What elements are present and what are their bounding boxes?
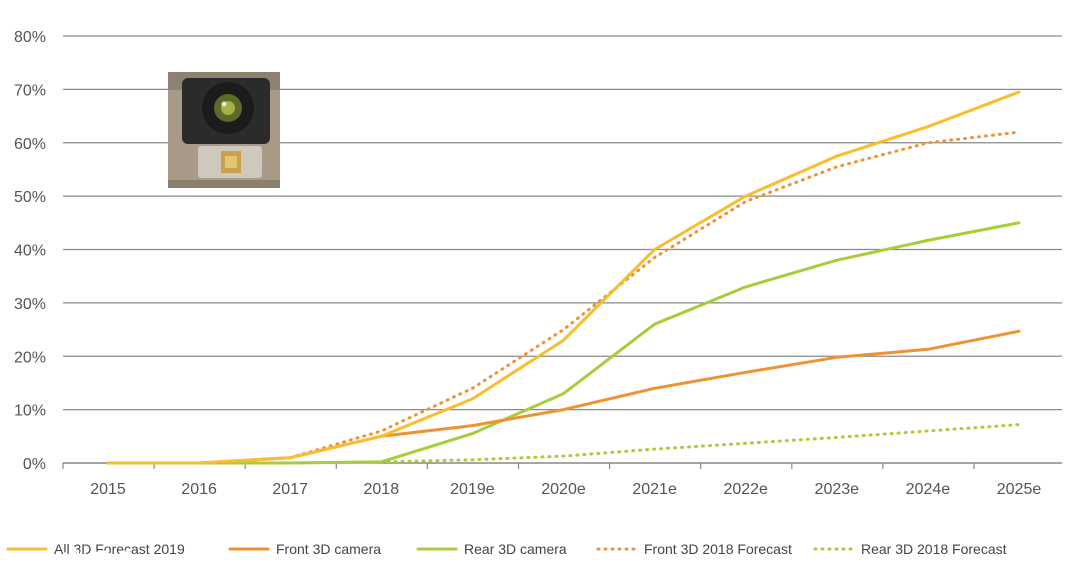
x-tick-label: 2023e <box>815 481 860 498</box>
y-tick-label: 50% <box>14 189 46 206</box>
x-tick-label: 2019e <box>450 481 495 498</box>
y-axis-ticks: 0% 10% 20% 30% 40% 50% 60% 70% 80% <box>14 29 46 473</box>
y-tick-label: 70% <box>14 82 46 99</box>
y-tick-label: 10% <box>14 403 46 420</box>
legend-label: Front 3D 2018 Forecast <box>644 541 792 557</box>
legend-label: Front 3D camera <box>276 541 381 557</box>
watermark-top: 芯智讯 <box>909 515 1036 546</box>
series-line-0 <box>106 90 1021 465</box>
legend-label: All 3D Forecast 2019 <box>54 541 185 557</box>
watermark-bottom: 八数陪境 <box>8 549 132 573</box>
series-line-4 <box>106 423 1021 465</box>
y-tick-label: 0% <box>23 456 46 473</box>
series-line-2 <box>106 221 1021 465</box>
x-tick-label: 2017 <box>272 481 308 498</box>
x-tick-label: 2016 <box>181 481 217 498</box>
x-tick-label: 2022e <box>723 481 768 498</box>
x-tick-label: 2025e <box>997 481 1042 498</box>
watermark-top-text: 芯智讯 <box>958 516 1036 546</box>
legend-label: Rear 3D camera <box>464 541 567 557</box>
y-tick-label: 20% <box>14 349 46 366</box>
watermark-bottom-text: 八数陪境 <box>52 549 132 573</box>
legend-label: Rear 3D 2018 Forecast <box>861 541 1007 557</box>
x-tick-label: 2020e <box>541 481 586 498</box>
y-tick-label: 60% <box>14 136 46 153</box>
legend: All 3D Forecast 2019 Front 3D camera Rear … <box>6 541 1007 557</box>
camera-module-image <box>168 72 280 188</box>
x-axis-ticks: 2015 2016 2017 2018 2019e 2020e 2021e 2022e 2023… <box>62 463 1042 498</box>
x-tick-label: 2024e <box>906 481 951 498</box>
y-tick-label: 30% <box>14 296 46 313</box>
x-tick-label: 2021e <box>632 481 677 498</box>
series-lines <box>106 90 1021 465</box>
series-line-1 <box>106 329 1021 465</box>
y-tick-label: 40% <box>14 243 46 260</box>
x-tick-label: 2018 <box>364 481 400 498</box>
y-tick-label: 80% <box>14 29 46 46</box>
x-tick-label: 2015 <box>90 481 126 498</box>
